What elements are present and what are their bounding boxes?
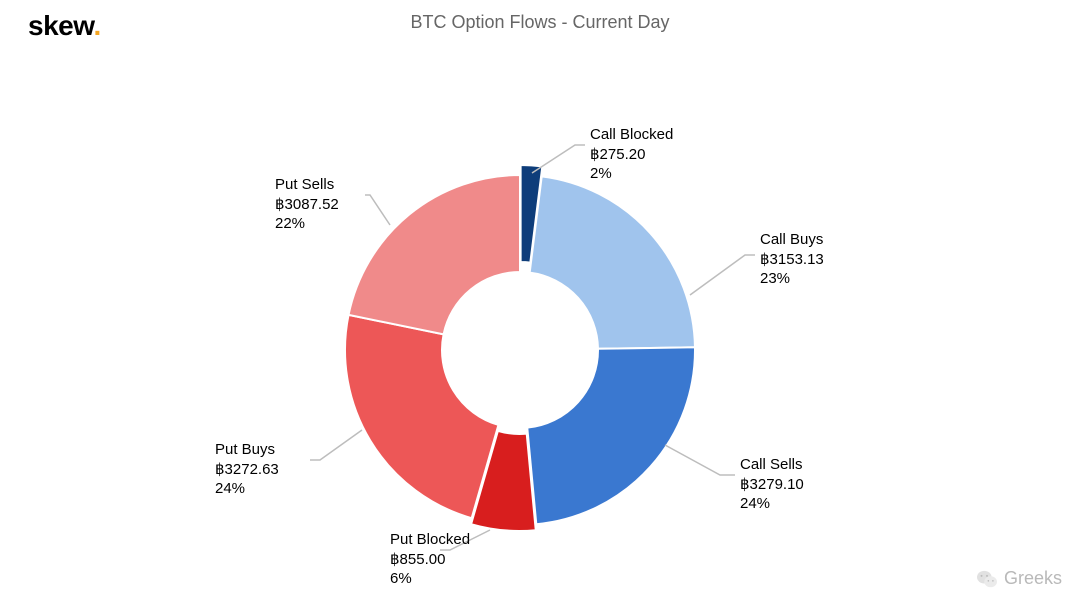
slice-label-name: Call Blocked — [590, 125, 673, 145]
slice-label-value: ฿855.00 — [390, 550, 470, 570]
slice-label-call-blocked: Call Blocked฿275.202% — [590, 125, 673, 184]
slice-label-name: Call Sells — [740, 455, 804, 475]
slice-label-value: ฿3272.63 — [215, 460, 279, 480]
chart-title: BTC Option Flows - Current Day — [0, 12, 1080, 33]
slice-label-call-buys: Call Buys฿3153.1323% — [760, 230, 824, 289]
slice-label-name: Put Blocked — [390, 530, 470, 550]
slice-label-name: Call Buys — [760, 230, 824, 250]
slice-label-name: Put Sells — [275, 175, 339, 195]
slice-put-buys — [345, 315, 498, 518]
slice-label-put-blocked: Put Blocked฿855.006% — [390, 530, 470, 589]
slice-label-pct: 24% — [740, 494, 804, 514]
leader-line — [310, 430, 362, 460]
slice-label-pct: 2% — [590, 164, 673, 184]
leader-line — [665, 445, 735, 475]
slice-label-value: ฿3087.52 — [275, 195, 339, 215]
slice-call-sells — [527, 347, 695, 524]
watermark-text: Greeks — [1004, 568, 1062, 589]
slice-label-call-sells: Call Sells฿3279.1024% — [740, 455, 804, 514]
slice-label-pct: 24% — [215, 479, 279, 499]
slice-label-pct: 6% — [390, 569, 470, 589]
slice-label-pct: 23% — [760, 269, 824, 289]
slice-label-value: ฿3279.10 — [740, 475, 804, 495]
slice-put-sells — [349, 175, 520, 334]
slice-label-name: Put Buys — [215, 440, 279, 460]
slice-label-value: ฿3153.13 — [760, 250, 824, 270]
slice-label-value: ฿275.20 — [590, 145, 673, 165]
leader-line — [365, 195, 390, 225]
slice-label-put-sells: Put Sells฿3087.5222% — [275, 175, 339, 234]
donut-svg — [0, 60, 1080, 600]
watermark: Greeks — [976, 568, 1062, 589]
donut-chart: Call Blocked฿275.202% Call Buys฿3153.1323… — [0, 60, 1080, 600]
slice-label-put-buys: Put Buys฿3272.6324% — [215, 440, 279, 499]
leader-line — [690, 255, 755, 295]
slice-label-pct: 22% — [275, 214, 339, 234]
wechat-icon — [976, 569, 998, 589]
slice-call-buys — [530, 176, 695, 348]
